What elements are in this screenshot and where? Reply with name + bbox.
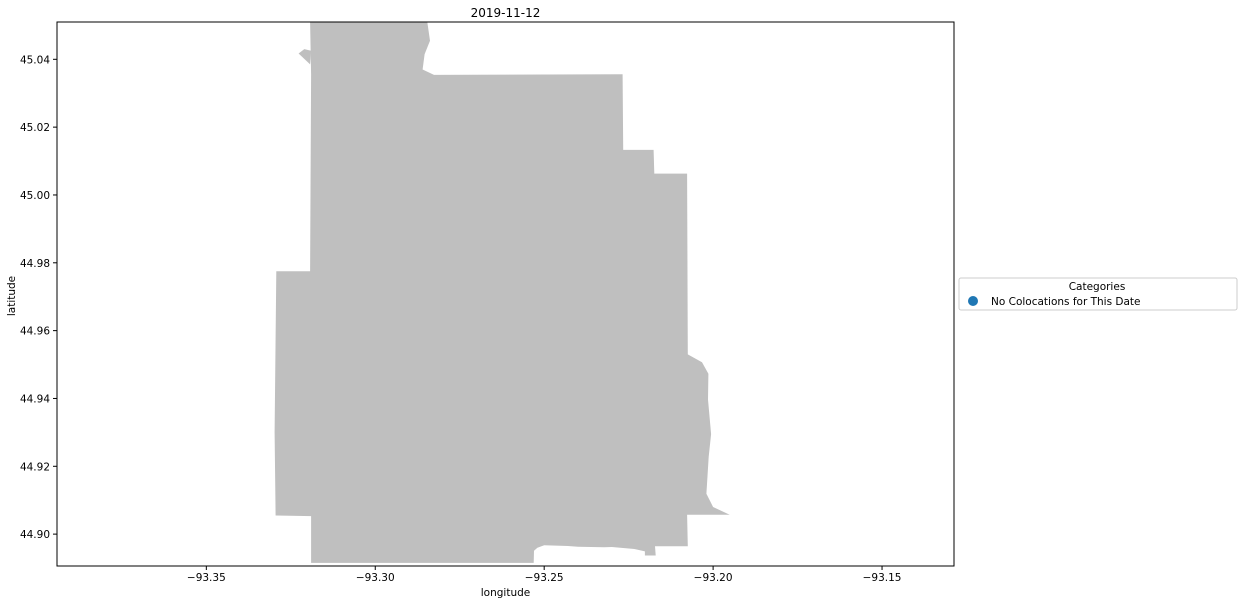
y-tick-label: 44.90 <box>20 529 50 541</box>
x-axis-label: longitude <box>481 587 530 599</box>
x-tick-label: −93.35 <box>187 572 226 584</box>
x-axis: −93.35 −93.30 −93.25 −93.20 −93.15 <box>187 566 902 584</box>
y-tick-label: 44.96 <box>20 326 50 338</box>
legend: Categories No Colocations for This Date <box>958 277 1238 311</box>
y-tick-label: 45.00 <box>20 190 50 202</box>
y-tick-label: 44.92 <box>20 461 50 473</box>
y-tick-label: 44.94 <box>20 393 50 405</box>
legend-box <box>958 277 1238 311</box>
chart-title: 2019-11-12 <box>471 6 541 20</box>
legend-entry-label: No Colocations for This Date <box>991 296 1141 308</box>
x-tick-label: −93.20 <box>694 572 733 584</box>
y-tick-label: 44.98 <box>20 258 50 270</box>
legend-marker <box>968 296 978 306</box>
region-notch-shape <box>298 49 312 65</box>
y-tick-label: 45.04 <box>20 54 50 66</box>
axes-frame <box>56 21 955 567</box>
legend-title: Categories <box>1069 281 1126 293</box>
y-tick-label: 45.02 <box>20 122 50 134</box>
x-tick-label: −93.15 <box>863 572 902 584</box>
y-axis: 44.90 44.92 44.94 44.96 44.98 45.00 45.02 45.04 <box>20 54 57 541</box>
x-tick-label: −93.30 <box>356 572 395 584</box>
x-tick-label: −93.25 <box>525 572 564 584</box>
y-axis-label: latitude <box>6 276 18 316</box>
minneapolis-region-shape <box>274 22 730 563</box>
plot-area <box>274 22 730 563</box>
